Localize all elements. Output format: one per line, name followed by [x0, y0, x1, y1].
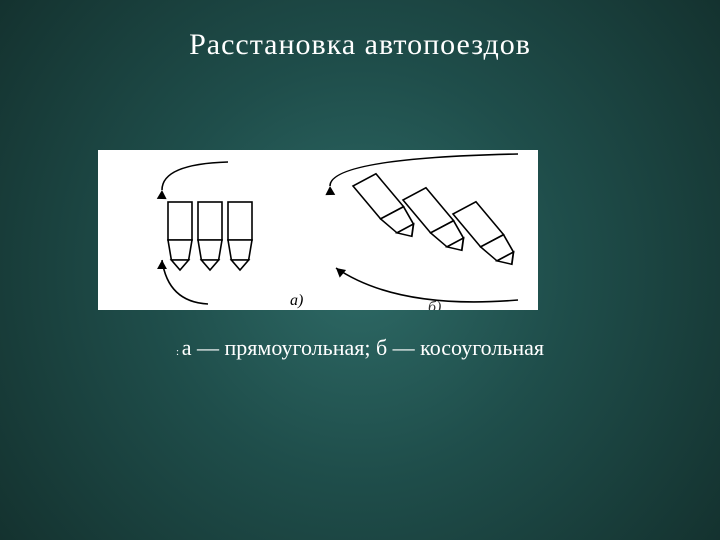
figure-caption: : а — прямоугольная; б — косоугольная [0, 335, 720, 361]
caption-text: а — прямоугольная; б — косоугольная [182, 335, 544, 360]
svg-text:б): б) [428, 299, 441, 310]
figure-frame: а) б) [98, 150, 538, 310]
figure-svg: а) б) [98, 150, 538, 310]
svg-text:а): а) [290, 292, 303, 309]
slide: Расстановка автопоездов а) б) : а — прямо… [0, 0, 720, 540]
page-title: Расстановка автопоездов [0, 28, 720, 62]
